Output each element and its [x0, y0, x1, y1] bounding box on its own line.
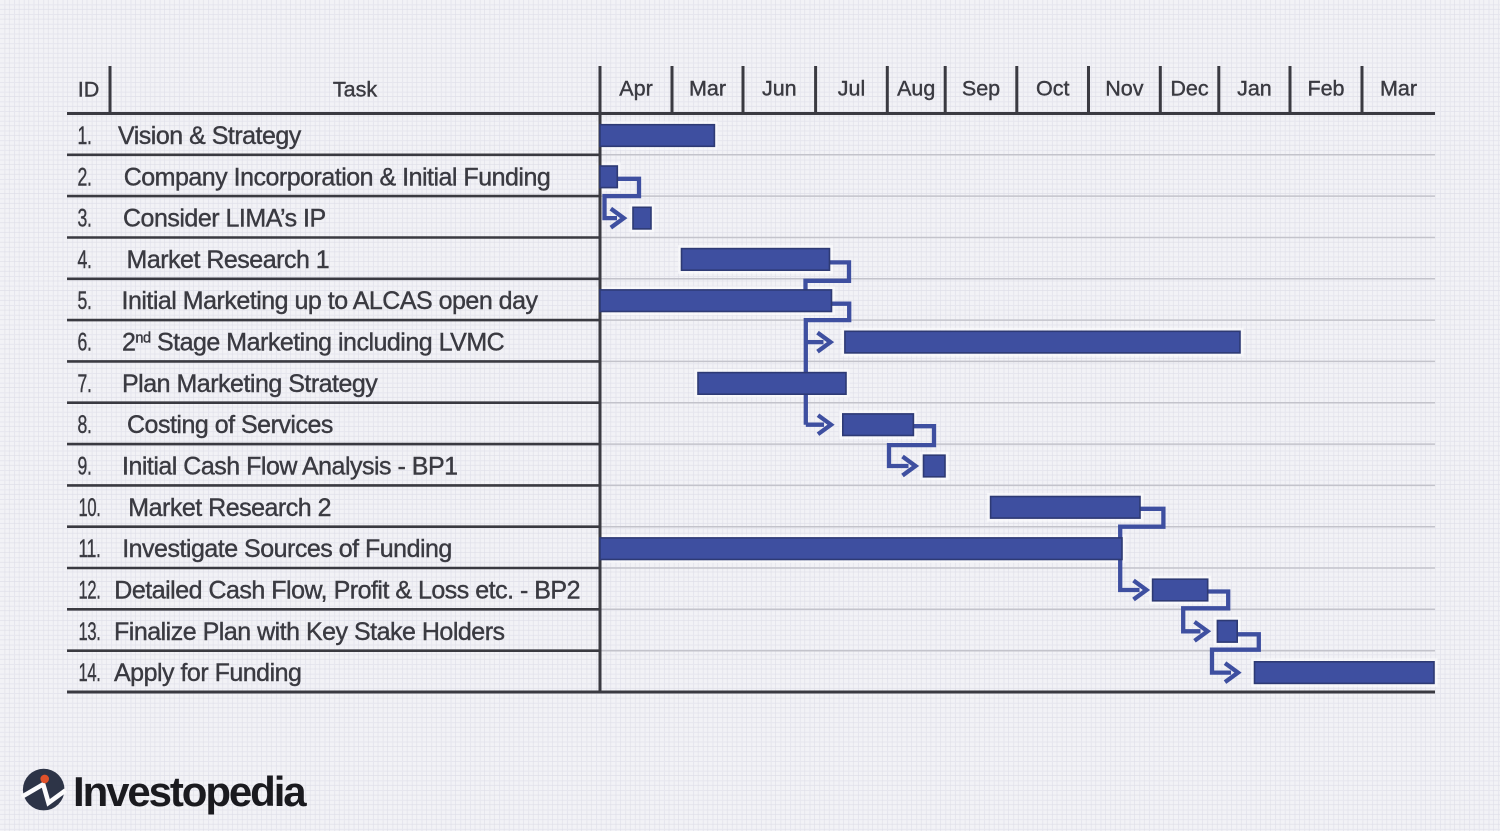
svg-text:14.: 14.: [79, 659, 101, 687]
svg-text:Apr: Apr: [619, 77, 652, 101]
svg-text:Jun: Jun: [762, 77, 797, 101]
svg-text:6.: 6.: [78, 329, 92, 357]
svg-text:ID: ID: [78, 78, 100, 102]
svg-text:Consider LIMA’s IP: Consider LIMA’s IP: [123, 205, 326, 233]
svg-text:12.: 12.: [79, 577, 101, 605]
svg-text:Apply for Funding: Apply for Funding: [114, 659, 301, 687]
svg-text:11.: 11.: [79, 535, 101, 563]
svg-text:Mar: Mar: [1380, 77, 1417, 101]
svg-text:13.: 13.: [79, 618, 101, 646]
svg-text:Market Research 1: Market Research 1: [127, 246, 330, 274]
svg-text:Initial Cash Flow Analysis - B: Initial Cash Flow Analysis - BP1: [122, 453, 458, 481]
svg-text:Dec: Dec: [1170, 77, 1208, 101]
svg-text:Initial Marketing up to ALCAS: Initial Marketing up to ALCAS open day: [122, 287, 539, 315]
svg-text:Company Incorporation & Initia: Company Incorporation & Initial Funding: [124, 163, 551, 191]
svg-text:2nd Stage Marketing including: 2nd Stage Marketing including LVMC: [122, 329, 505, 357]
svg-text:Detailed Cash Flow, Profit & L: Detailed Cash Flow, Profit & Loss etc. -…: [114, 577, 580, 605]
svg-text:2.: 2.: [78, 163, 92, 191]
svg-text:Aug: Aug: [897, 77, 935, 101]
svg-text:Nov: Nov: [1105, 77, 1143, 101]
svg-text:Market Research 2: Market Research 2: [128, 494, 331, 522]
svg-text:Investopedia: Investopedia: [73, 768, 307, 815]
svg-text:5.: 5.: [78, 287, 92, 315]
svg-text:3.: 3.: [78, 205, 92, 233]
svg-text:10.: 10.: [79, 494, 101, 522]
svg-text:1.: 1.: [78, 122, 92, 150]
svg-text:Investigate Sources of Funding: Investigate Sources of Funding: [122, 535, 452, 563]
svg-text:9.: 9.: [78, 453, 92, 481]
svg-text:Sep: Sep: [962, 77, 1000, 101]
svg-text:Jan: Jan: [1237, 77, 1272, 101]
svg-text:Task: Task: [333, 78, 377, 102]
svg-text:Mar: Mar: [689, 77, 726, 101]
svg-text:Feb: Feb: [1307, 77, 1344, 101]
svg-text:Costing of Services: Costing of Services: [127, 411, 333, 439]
svg-text:4.: 4.: [78, 246, 92, 274]
svg-text:Plan Marketing Strategy: Plan Marketing Strategy: [122, 370, 378, 398]
svg-text:Jul: Jul: [838, 77, 865, 101]
svg-text:Finalize Plan with Key Stake H: Finalize Plan with Key Stake Holders: [114, 618, 505, 646]
svg-text:Vision & Strategy: Vision & Strategy: [118, 122, 302, 150]
svg-text:8.: 8.: [78, 411, 92, 439]
svg-text:Oct: Oct: [1036, 77, 1069, 101]
svg-text:7.: 7.: [78, 370, 92, 398]
